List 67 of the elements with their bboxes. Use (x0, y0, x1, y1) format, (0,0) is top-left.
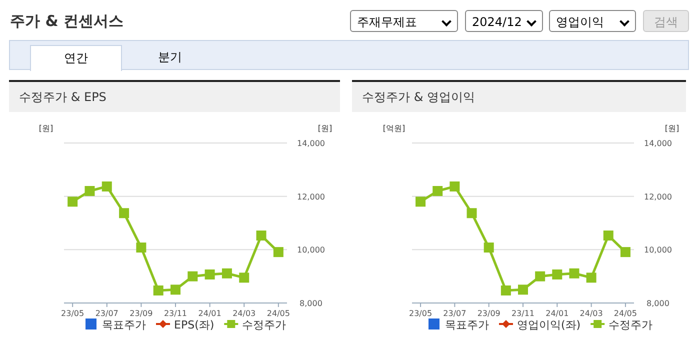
point (432, 186, 443, 196)
x-tick-label: 24/05 (266, 309, 290, 318)
y2-tick-label: 8,000 (300, 299, 322, 308)
point (153, 285, 164, 296)
x-tick-label: 24/01 (198, 309, 222, 318)
point (500, 285, 511, 296)
point (119, 208, 130, 218)
x-tick-label: 24/01 (546, 309, 569, 318)
y2-tick-label: 8,000 (646, 299, 670, 308)
point (188, 271, 198, 282)
point (136, 242, 146, 253)
point (222, 268, 232, 278)
point (68, 196, 78, 207)
x-tick-label: 24/03 (232, 309, 256, 318)
point (518, 284, 528, 295)
x-tick-label: 23/09 (130, 309, 153, 318)
point (484, 242, 494, 253)
legend-label: 수정주가 (242, 318, 286, 332)
x-tick-label: 24/05 (614, 309, 637, 318)
text: 연간 (30, 45, 122, 71)
y-axis-title: [원] (38, 124, 54, 133)
x-tick-label: 23/05 (61, 309, 84, 318)
point (586, 272, 596, 283)
point (102, 181, 112, 192)
legend-label: 목표주가 (102, 318, 146, 332)
y2-tick-label: 12,000 (644, 192, 672, 202)
x-tick-label: 23/07 (443, 309, 466, 318)
y2-tick-label: 12,000 (297, 192, 325, 202)
text: 영업이익 (549, 10, 636, 32)
y2-tick-label: 10,000 (297, 246, 325, 255)
point (466, 208, 477, 218)
point (239, 272, 250, 283)
x-tick-label: 23/11 (511, 309, 535, 318)
chart-title: 수정주가 & EPS (9, 82, 340, 112)
point (552, 269, 562, 280)
y2-tick-label: 14,000 (644, 139, 672, 148)
y2-tick-label: 10,000 (644, 246, 672, 255)
point (273, 247, 284, 258)
point (603, 230, 614, 241)
x-tick-label: 23/11 (164, 309, 188, 318)
point (170, 284, 180, 295)
text: 주재무제표 (350, 10, 458, 32)
text: 2024/12 (465, 10, 543, 32)
point (204, 269, 215, 280)
y2-axis-title: [원] (664, 124, 680, 133)
point (84, 186, 95, 196)
legend-label: 목표주가 (445, 318, 489, 332)
y2-axis-title: [원] (318, 124, 332, 133)
point (620, 247, 630, 258)
x-tick-label: 24/03 (580, 309, 603, 318)
point (450, 181, 460, 192)
y-axis-title: [억원] (382, 124, 406, 133)
x-tick-label: 23/07 (95, 309, 118, 318)
point (569, 268, 580, 278)
point (535, 271, 546, 282)
legend-label: 영업이익(좌) (517, 318, 581, 332)
legend-label: 수정주가 (608, 318, 653, 332)
x-tick-label: 23/05 (409, 309, 432, 318)
point (416, 196, 426, 207)
point (256, 230, 266, 241)
chart-title: 수정주가 & 영업이익 (352, 82, 686, 112)
text: 분기 (157, 49, 183, 66)
text: 검색 (643, 10, 689, 32)
text: 주가 & 컨센서스 (10, 12, 124, 30)
y2-tick-label: 14,000 (297, 139, 325, 148)
legend-label: EPS(좌) (174, 318, 214, 332)
x-tick-label: 23/09 (477, 309, 500, 318)
